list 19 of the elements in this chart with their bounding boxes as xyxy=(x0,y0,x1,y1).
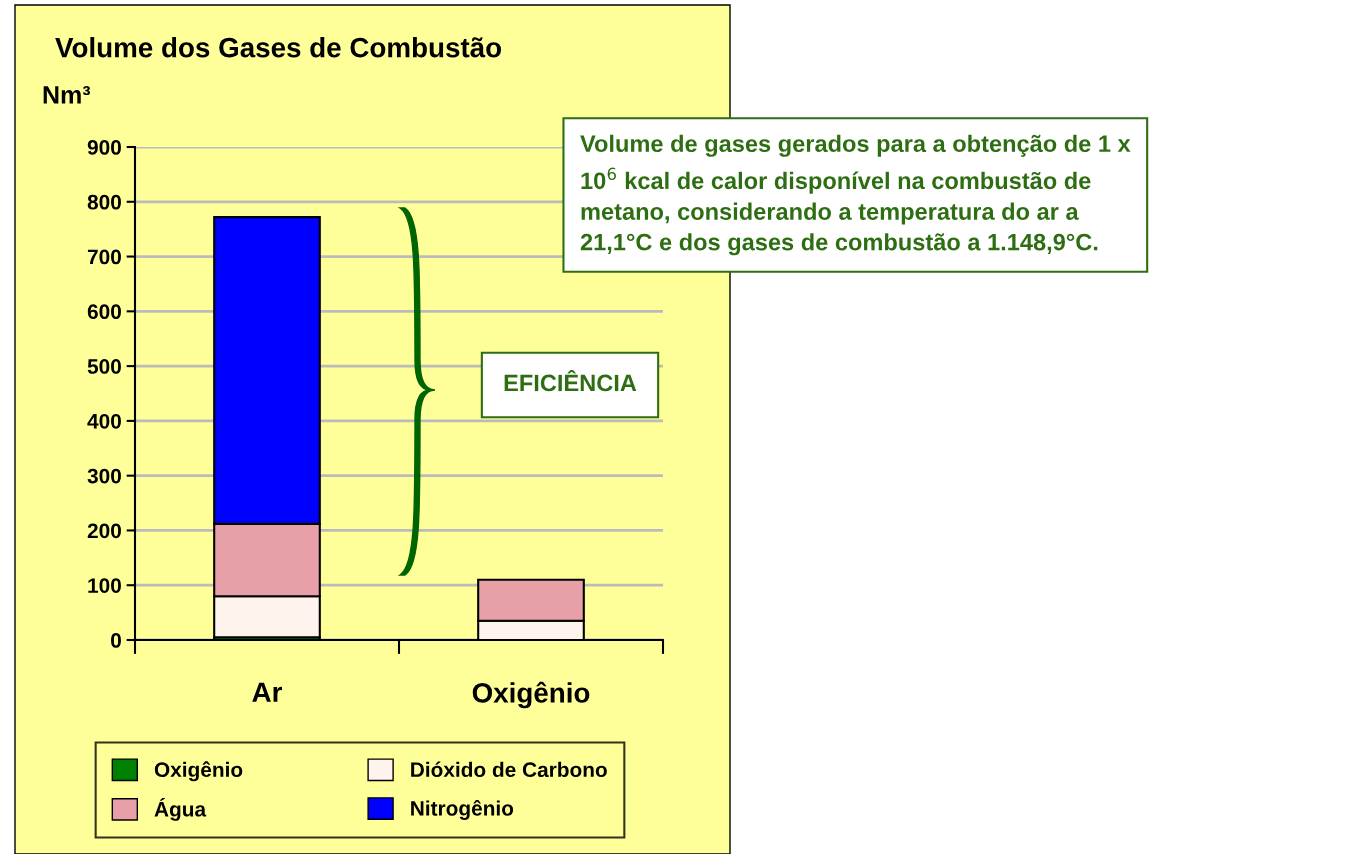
y-tick-label: 200 xyxy=(87,523,121,539)
legend-label: Oxigênio xyxy=(154,761,243,782)
legend-label: Água xyxy=(154,797,207,821)
y-tick-label: 0 xyxy=(111,633,121,648)
legend-label: Nitrogênio xyxy=(411,800,514,820)
y-tick-label: 800 xyxy=(87,194,121,210)
legend-label: Dióxido de Carbono xyxy=(411,761,607,778)
x-tick-label: Ar xyxy=(252,682,283,702)
y-tick-label: 700 xyxy=(87,249,121,265)
y-tick-label: 100 xyxy=(88,578,121,593)
y-tick-label: 600 xyxy=(87,304,121,320)
y-tick-label: 500 xyxy=(87,359,121,374)
y-axis-title: Nm³ xyxy=(43,86,91,104)
y-tick-label: 900 xyxy=(87,140,121,155)
chart-title: Volume dos Gases de Combustão xyxy=(55,37,502,58)
y-tick-label: 400 xyxy=(87,413,121,429)
y-tick-label: 300 xyxy=(87,468,121,484)
annotation: Volume de gases gerados para a obtenção de 1 x 10$^{6}$ kcal de calor disponível na combustão de metano, considerando a temperatura do ar a 21,1°C e dos gases de combustão a 1.148,9°C. xyxy=(580,134,1131,256)
annotation: EFICIÊNCIA xyxy=(504,369,637,392)
